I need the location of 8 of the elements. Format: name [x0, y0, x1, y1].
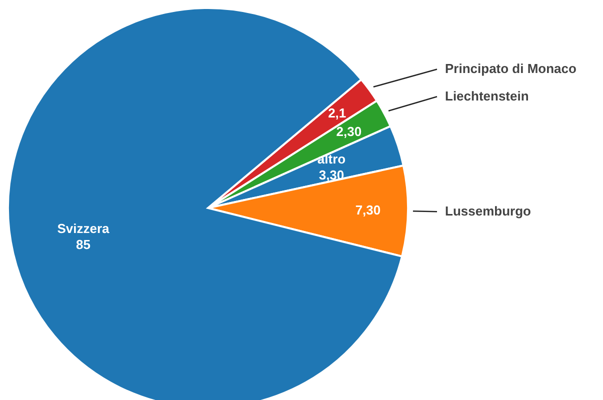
slice-label: Svizzera [57, 220, 110, 236]
data-label: 2,1 [328, 106, 346, 120]
slice-label: Lussemburgo [445, 204, 532, 219]
slice-label: Liechtenstein [445, 88, 529, 104]
slice-label: Principato di Monaco [445, 61, 577, 76]
data-label: 2,30 [336, 124, 362, 140]
data-label: 85 [76, 236, 91, 252]
data-label: 7,30 [355, 202, 381, 218]
